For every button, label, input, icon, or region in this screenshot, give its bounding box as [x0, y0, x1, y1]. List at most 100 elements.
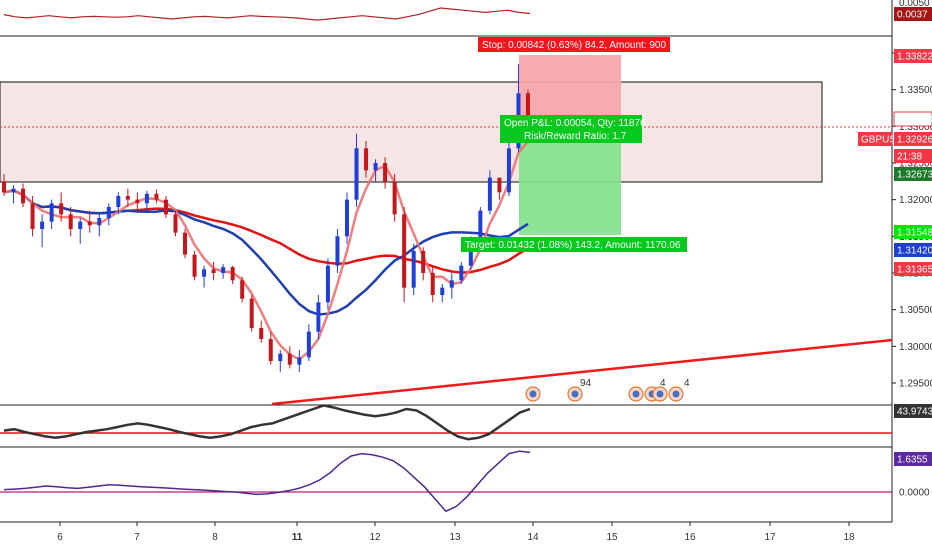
oscillator-2-panel: 1.6355 0.0000: [0, 450, 932, 513]
time-tick-label: 15: [606, 532, 618, 543]
support-trendline[interactable]: [271, 338, 893, 406]
price-tick-label: 1.30500: [899, 305, 932, 316]
price-tag-label: 21:38: [897, 152, 922, 163]
candle-body: [459, 265, 464, 281]
candle-body: [364, 148, 369, 171]
take-profit-zone[interactable]: [519, 127, 621, 235]
price-tag-label: 1.32926: [897, 135, 932, 146]
candle-body: [344, 199, 349, 237]
candles: [2, 64, 530, 372]
open-pnl-box: Open P&L: 0.00054, Qty: 11876 Risk/Rewar…: [500, 115, 646, 143]
top-indicator-value-tag: [894, 7, 932, 21]
top-indicator-tick: 0.0050: [899, 0, 930, 9]
candle-body: [173, 214, 178, 233]
candle-body: [526, 93, 530, 132]
osc2-value: 1.6355: [897, 455, 928, 466]
price-tag-label: 1.32673: [897, 170, 932, 181]
price-tag: [894, 225, 932, 239]
candle-body: [487, 177, 492, 211]
ma-mid-blue: [3, 189, 529, 316]
candle-body: [268, 339, 273, 361]
event-count: 4: [660, 378, 666, 389]
candle-body: [183, 232, 188, 255]
osc1-value-tag: [894, 404, 932, 418]
candle-body: [478, 210, 483, 240]
candle-body: [116, 196, 121, 207]
time-tick-label: 11: [292, 532, 303, 543]
event-flag-inner: [529, 390, 537, 398]
candle-body: [240, 280, 245, 299]
candle-body: [259, 328, 264, 339]
candle-body: [325, 265, 330, 303]
candle-body: [2, 181, 6, 193]
economic-events: 94 4 4: [525, 378, 690, 402]
candle-body: [230, 267, 235, 281]
candle-body: [506, 148, 511, 193]
price-tag-label: 1.31548: [897, 228, 932, 239]
candle-body: [125, 196, 130, 200]
supply-zone[interactable]: [0, 81, 823, 183]
price-tag: [894, 243, 932, 257]
candle-body: [411, 251, 416, 288]
price-tag: [894, 132, 932, 146]
osc2-zero-tick: 0.0000: [899, 488, 930, 499]
candle-body: [287, 353, 292, 365]
candle-body: [249, 298, 254, 328]
time-tick-label: 12: [369, 532, 381, 543]
price-tick-label: 1.33500: [899, 85, 932, 96]
top-indicator-line: [3, 7, 531, 21]
candle-body: [97, 218, 102, 226]
candle-body: [335, 236, 340, 266]
candle-body: [106, 207, 111, 218]
candle-body: [192, 254, 197, 277]
time-tick-label: 13: [449, 532, 461, 543]
candle-body: [154, 193, 159, 200]
candle-body: [468, 240, 473, 266]
price-tag-label: 1.31365: [897, 265, 932, 276]
candle-body: [316, 302, 321, 332]
candle-body: [30, 203, 35, 229]
price-tag-label: 1.32980: [897, 115, 932, 126]
price-tags: 1.338221.32980GBPUSD1.3292621:381.326731…: [858, 49, 932, 276]
candle-body: [297, 357, 302, 365]
candle-body: [78, 221, 83, 229]
event-flag-inner: [656, 390, 664, 398]
price-tick-label: 1.33000: [899, 122, 932, 133]
price-tag: [858, 132, 892, 146]
time-tick-label: 6: [57, 532, 63, 543]
price-tag: [894, 262, 932, 276]
candle-body: [49, 203, 54, 222]
time-tick-label: 8: [212, 532, 218, 543]
candle-body: [402, 214, 407, 288]
candle-body: [40, 221, 45, 229]
candle-body: [135, 199, 140, 204]
event-count: 94: [580, 378, 592, 389]
candle-body: [21, 188, 26, 204]
event-flag-inner: [571, 390, 579, 398]
candle-body: [392, 181, 397, 215]
price-tick-label: 1.32500: [899, 159, 932, 170]
candle-body: [144, 193, 149, 204]
osc1-value: 43.9743: [897, 407, 932, 418]
event-flag-inner: [672, 390, 680, 398]
candle-body: [497, 177, 502, 193]
time-tick-label: 18: [843, 532, 855, 543]
time-tick-label: 7: [134, 532, 140, 543]
candle-body: [373, 163, 378, 171]
time-tick-label: 14: [527, 532, 539, 543]
candle-body: [221, 267, 226, 273]
price-tag-label: GBPUSD: [861, 135, 903, 146]
time-axis[interactable]: 6 7 8 11 12 13 14 15 16 17 18: [57, 522, 855, 543]
price-tag: [894, 149, 932, 163]
candle-body: [440, 287, 445, 295]
top-indicator-value: 0.0037: [897, 10, 928, 21]
price-tag-label: 1.31420: [897, 246, 932, 257]
price-tag: [893, 111, 932, 127]
stop-label: Stop: 0.00842 (0.63%) 84.2, Amount: 900: [482, 40, 666, 51]
osc2-value-tag: [894, 452, 932, 466]
price-tag-label: 1.33822: [897, 52, 932, 63]
osc1-line: [3, 404, 531, 441]
